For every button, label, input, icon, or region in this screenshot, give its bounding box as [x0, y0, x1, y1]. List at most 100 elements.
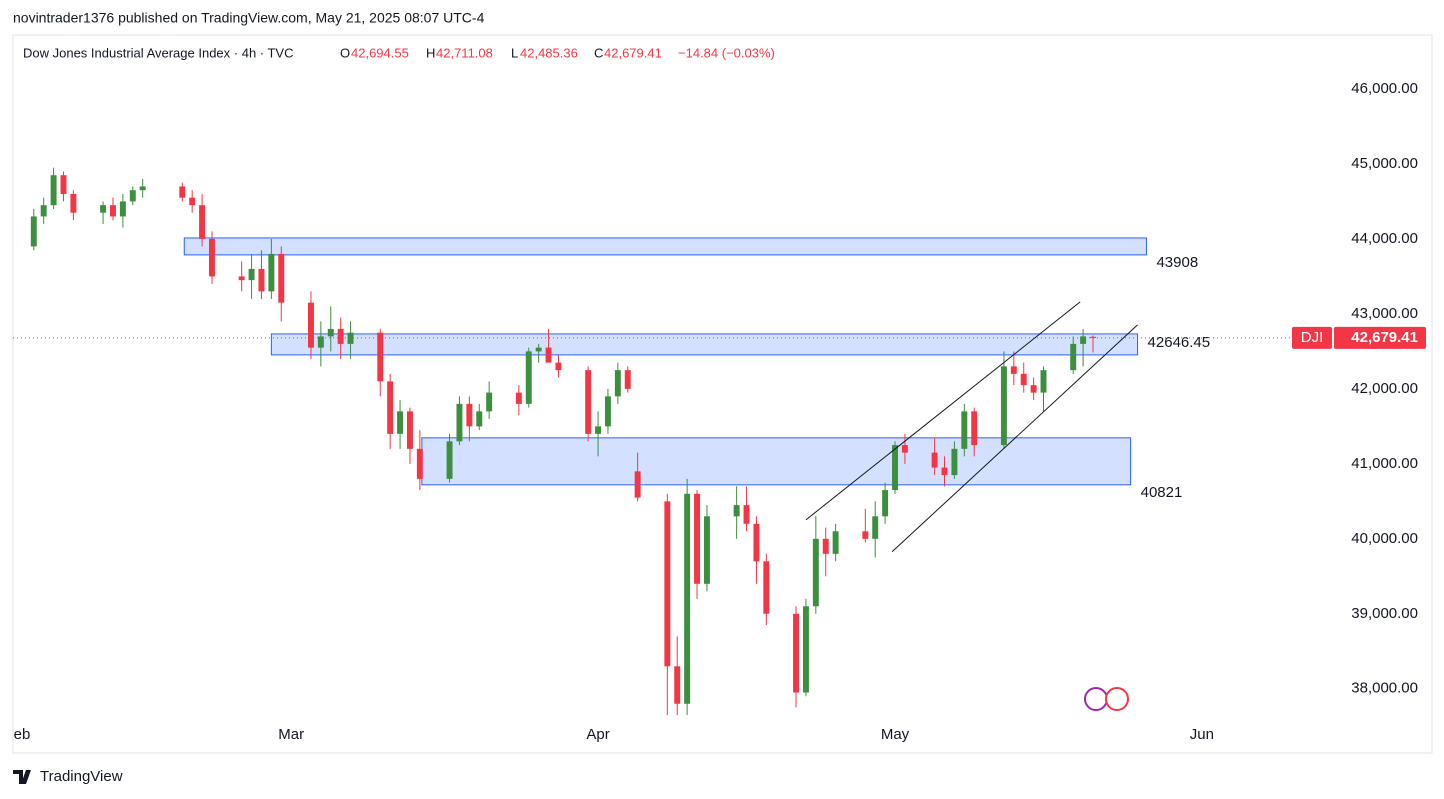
candle-body — [763, 561, 770, 614]
y-tick-label: 41,000.00 — [1351, 455, 1418, 472]
h-value: 42,711.08 — [436, 45, 493, 60]
candle-body — [664, 501, 671, 667]
candle-body — [525, 351, 532, 404]
candle-body — [100, 205, 107, 213]
candle-body — [694, 493, 701, 584]
footer-brand: TradingView — [40, 768, 123, 785]
candle-body — [347, 332, 354, 344]
candle-body — [406, 411, 413, 449]
candle-body — [397, 411, 404, 434]
candle-body — [40, 205, 47, 217]
candle-body — [238, 276, 245, 281]
candle-body — [129, 190, 136, 202]
y-tick-label: 42,000.00 — [1351, 380, 1418, 397]
candle-body — [674, 666, 681, 704]
candle-body — [1000, 366, 1007, 446]
candle-body — [1010, 366, 1017, 374]
x-tick-label: Mar — [278, 726, 304, 743]
candle-body — [872, 516, 879, 539]
candle-body — [862, 531, 869, 539]
publisher: novintrader1376 published on TradingView… — [13, 10, 485, 26]
candle-body — [189, 197, 196, 206]
y-tick-label: 44,000.00 — [1351, 230, 1418, 247]
candle-body — [812, 538, 819, 607]
candle-body — [802, 606, 809, 693]
candle-body — [486, 392, 493, 412]
candle-body — [733, 505, 740, 517]
candle-body — [139, 186, 146, 191]
candle-body — [268, 253, 275, 292]
x-tick-label: May — [881, 726, 910, 743]
c-value: 42,679.41 — [604, 45, 662, 60]
icon — [1105, 687, 1129, 711]
candle-body — [337, 328, 344, 344]
candle-body — [110, 205, 116, 217]
candle-body — [951, 448, 958, 476]
x-tick-label: Jun — [1190, 726, 1214, 743]
candle-body — [60, 175, 67, 194]
x-tick-label: Apr — [586, 726, 609, 743]
symbol-label: DJI — [1301, 329, 1324, 346]
candle-body — [703, 516, 710, 584]
candle-body — [535, 347, 542, 352]
candle-body — [476, 411, 483, 427]
candle-body — [317, 336, 324, 348]
y-tick-label: 38,000.00 — [1351, 680, 1418, 697]
candle-body — [624, 370, 631, 389]
candle-body — [901, 445, 908, 453]
candle-body — [50, 175, 57, 206]
trend-line — [891, 324, 1138, 553]
candle-body — [684, 493, 691, 704]
candle-body — [882, 490, 889, 517]
y-tick-label: 46,000.00 — [1351, 80, 1418, 97]
chart-title: Dow Jones Industrial Average Index · 4h … — [23, 45, 294, 60]
icon — [1084, 687, 1108, 711]
price-tag — [1334, 326, 1426, 349]
candle-body — [199, 205, 206, 239]
chart-frame — [12, 34, 1433, 754]
candle-body — [466, 403, 473, 427]
zone — [183, 237, 1147, 256]
tv-logo — [13, 770, 31, 784]
candle-body — [555, 362, 562, 371]
candle-body — [832, 531, 839, 554]
candle-body — [258, 268, 265, 292]
candle-body — [515, 392, 522, 404]
candle-body — [446, 441, 453, 479]
candle-body — [604, 396, 611, 427]
l-label: L — [511, 45, 518, 60]
candle-body — [961, 411, 968, 449]
candle-body — [209, 238, 215, 277]
candle-body — [278, 253, 285, 303]
l-value: 42,485.36 — [520, 45, 578, 60]
candle-body — [1090, 336, 1096, 338]
change: −14.84 (−0.03%) — [678, 45, 775, 60]
candle-body — [456, 403, 463, 442]
candle-body — [377, 332, 384, 382]
candle-body — [545, 347, 552, 363]
candle-body — [595, 426, 602, 434]
y-tick-label: 40,000.00 — [1351, 530, 1418, 547]
candle-body — [793, 613, 799, 693]
candle-body — [387, 381, 394, 434]
candle-body — [1080, 336, 1087, 344]
zone — [421, 437, 1132, 486]
candle-body — [634, 471, 641, 498]
candle-body — [941, 467, 948, 476]
zone-label: 42646.45 — [1148, 334, 1211, 351]
zone-label: 40821 — [1141, 484, 1183, 501]
candle-body — [416, 448, 423, 479]
candle-body — [743, 505, 750, 524]
o-label: O — [340, 45, 350, 60]
x-tick-label: eb — [14, 726, 31, 743]
h-label: H — [426, 45, 435, 60]
candle-body — [931, 452, 938, 468]
candle-body — [1040, 370, 1047, 393]
candle-body — [30, 216, 37, 247]
candle-body — [753, 523, 760, 562]
price-label: 42,679.41 — [1351, 329, 1418, 346]
candle-body — [327, 328, 334, 337]
candle-body — [822, 538, 829, 554]
y-tick-label: 39,000.00 — [1351, 605, 1418, 622]
c-label: C — [594, 45, 603, 60]
